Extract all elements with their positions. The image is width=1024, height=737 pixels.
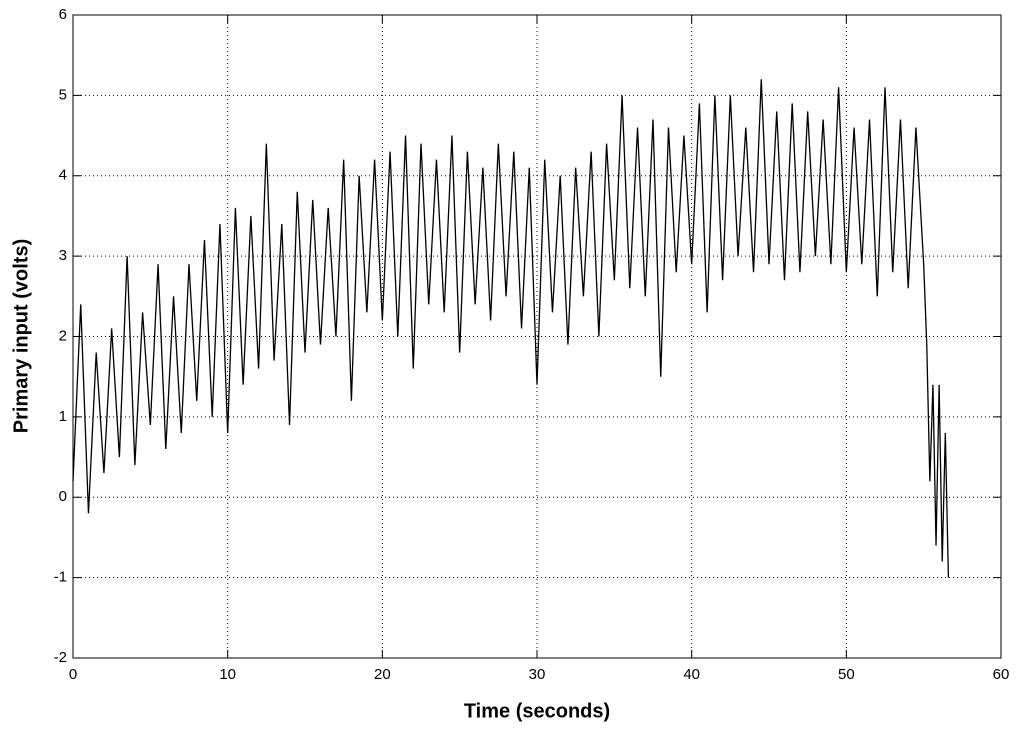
x-tick-label: 30 [529,666,546,683]
x-axis-label: Time (seconds) [464,700,610,722]
x-tick-label: 10 [219,666,236,683]
signal-line [72,79,950,578]
y-tick-label: 5 [59,86,67,103]
y-tick-label: -2 [54,649,67,666]
x-tick-label: 20 [374,666,391,683]
x-tick-label: 50 [838,666,855,683]
y-tick-label: 0 [59,488,67,505]
plot-frame [72,14,1002,659]
x-tick-label: 0 [69,666,77,683]
y-tick-label: -1 [54,569,67,586]
y-tick-label: 2 [59,327,67,344]
y-tick-label: 3 [59,247,67,264]
x-tick-label: 60 [993,666,1010,683]
y-tick-label: 6 [59,6,67,23]
y-tick-label: 4 [59,167,67,184]
y-tick-label: 1 [59,408,67,425]
y-axis-label: Primary input (volts) [10,239,32,433]
x-tick-label: 40 [683,666,700,683]
